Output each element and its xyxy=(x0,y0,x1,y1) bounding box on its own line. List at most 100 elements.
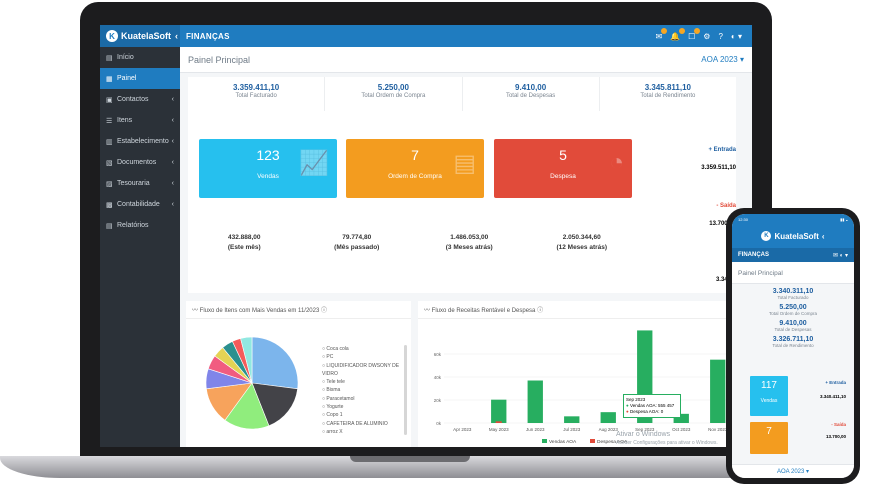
card-value: 7 xyxy=(766,426,772,437)
ledger-icon: ▩ xyxy=(106,201,113,209)
stat-value: 9.410,00 xyxy=(515,83,547,92)
language-flag-icon[interactable]: ◐ ▾ xyxy=(730,31,742,41)
sidebar-item-label: Estabelecimento xyxy=(117,138,169,145)
chevron-icon: ‹ xyxy=(171,96,174,103)
chevron-icon: ‹ xyxy=(171,138,174,145)
sidebar-item-label: Início xyxy=(117,54,134,61)
legend-item[interactable]: Bisma xyxy=(322,386,400,394)
legend-item[interactable]: CAFETEIRA DE ALUMINIO xyxy=(322,420,400,428)
sidebar-item-label: Relatórios xyxy=(117,222,149,229)
messages-icon[interactable]: ✉ xyxy=(655,27,668,41)
sidebar-item-tesouraria[interactable]: ▨ Tesouraria ‹ xyxy=(100,173,180,194)
info-icon[interactable]: ⓘ xyxy=(537,308,544,314)
sidebar-item-label: Documentos xyxy=(117,159,157,166)
legend-item[interactable]: LIQUIDIFICADOR DWSONY DE VIDRO xyxy=(322,362,400,379)
sidebar-item-painel[interactable]: ▦ Painel xyxy=(100,68,180,89)
chevron-icon: ‹ xyxy=(171,117,174,124)
legend-item[interactable]: Tele tele xyxy=(322,378,400,386)
saida-value: 13.700,00 xyxy=(709,221,736,227)
card-label: Vendas xyxy=(760,398,778,404)
legend-item[interactable]: Coca cola xyxy=(322,345,400,353)
bar-title: Fluxo de Receitas Rentável e Despesa xyxy=(431,308,536,314)
card-label: Ordem de Compra xyxy=(388,173,442,180)
folder-icon: ▧ xyxy=(106,159,113,167)
list-icon: ☰ xyxy=(106,117,113,125)
card-value: 123 xyxy=(256,147,280,163)
pie-slice[interactable] xyxy=(251,336,299,390)
phone-card-vendas[interactable]: 117 Vendas xyxy=(750,376,788,416)
legend-item[interactable]: Yogurte xyxy=(322,403,400,411)
bar-vendas[interactable] xyxy=(710,359,726,423)
currency-year-selector[interactable]: AOA 2023 ▾ xyxy=(701,55,744,64)
card-ordem-compra[interactable]: 7 Ordem de Compra ▤ xyxy=(346,139,484,198)
stat-total-despesas: 9.410,00 Total de Despesas xyxy=(463,77,600,111)
phone-stat: 9.410,00 Total de Despesas xyxy=(774,320,812,332)
period-stats: 432.888,00 (Este mês) 79.774,80 (Mês passa… xyxy=(188,233,638,253)
phone-module-bar: FINANÇAS ✉ ◐ ▾ xyxy=(732,248,854,262)
sidebar-item-estabelecimento[interactable]: ▥ Estabelecimento ‹ xyxy=(100,131,180,152)
notifications-icon[interactable]: 🔔 xyxy=(670,27,686,41)
legend-swatch xyxy=(590,439,595,443)
sidebar-item-relatorios[interactable]: ▤ Relatórios xyxy=(100,215,180,236)
sidebar-item-label: Contactos xyxy=(117,96,149,103)
card-vendas[interactable]: 123 Vendas 📈 xyxy=(199,139,337,198)
card-label: Vendas xyxy=(257,173,279,180)
sidebar-item-contabilidade[interactable]: ▩ Contabilidade ‹ xyxy=(100,194,180,215)
phone-stat: 3.340.311,10 Total Facturado xyxy=(772,288,814,300)
legend-scrollbar[interactable] xyxy=(404,345,407,435)
bar-vendas[interactable] xyxy=(564,416,580,423)
building-icon: ▥ xyxy=(106,138,113,146)
legend-item[interactable]: Copo 1 xyxy=(322,411,400,419)
help-icon[interactable]: ? xyxy=(718,31,723,41)
y-tick-label: 0k xyxy=(436,421,442,426)
page-title: Painel Principal xyxy=(188,54,251,65)
phone-currency-selector[interactable]: AOA 2023 ▾ xyxy=(732,464,854,478)
pie-slice[interactable] xyxy=(240,336,253,384)
sidebar-item-itens[interactable]: ☰ Itens ‹ xyxy=(100,110,180,131)
entrada-label: + Entrada xyxy=(708,147,736,153)
laptop-base xyxy=(0,456,860,478)
legend-item[interactable]: PC xyxy=(322,353,400,361)
bank-icon: ▨ xyxy=(106,180,113,188)
brand[interactable]: K KuatelaSoft ‹ xyxy=(100,25,180,47)
bar-vendas[interactable] xyxy=(491,399,507,423)
x-tick-label: Oct 2023 xyxy=(672,427,691,432)
trend-icon: 〰 xyxy=(192,308,200,314)
settings-icon[interactable]: ⚙ xyxy=(703,31,711,41)
tasks-icon[interactable]: ☐ xyxy=(688,27,701,41)
pie-slice[interactable] xyxy=(224,382,270,430)
sidebar: ▤ Início ▦ Painel ▣ Contactos ‹ ☰ Itens ‹ ▥ Est… xyxy=(100,47,180,447)
legend-item[interactable]: Paracetamol xyxy=(322,395,400,403)
chevron-icon: ‹ xyxy=(171,159,174,166)
module-title: FINANÇAS xyxy=(186,31,230,41)
phone-stat: 3.326.711,10 Total de Rendimento xyxy=(772,336,814,348)
period-label: (12 Meses atrás) xyxy=(556,244,608,251)
pie-legend: Coca cola PC LIQUIDIFICADOR DWSONY DE VI… xyxy=(322,345,400,436)
bar-despesa[interactable] xyxy=(495,421,502,423)
sidebar-item-inicio[interactable]: ▤ Início xyxy=(100,47,180,68)
phone-saida-value: 13.700,00 xyxy=(825,434,846,439)
phone-brand[interactable]: K KuatelaSoft ‹ xyxy=(732,224,854,248)
legend-item[interactable]: arroz X xyxy=(322,428,400,436)
phone-brand-name: KuatelaSoft xyxy=(774,231,819,241)
card-value: 5 xyxy=(559,147,567,163)
info-icon[interactable]: ⓘ xyxy=(320,308,327,314)
sidebar-item-contactos[interactable]: ▣ Contactos ‹ xyxy=(100,89,180,110)
signal-icon: ▮▮ ◒ xyxy=(840,216,848,222)
bar-vendas[interactable] xyxy=(673,413,689,423)
stat-total-facturado: 3.359.411,10 Total Facturado xyxy=(188,77,326,111)
period-value: 79.774,80 xyxy=(342,234,372,241)
phone-icons[interactable]: ✉ ◐ ▾ xyxy=(833,252,848,259)
pie-slice[interactable] xyxy=(251,382,298,427)
sidebar-item-documentos[interactable]: ▧ Documentos ‹ xyxy=(100,152,180,173)
bar-vendas[interactable] xyxy=(527,380,543,424)
phone-card-ordem[interactable]: 7 xyxy=(750,422,788,454)
stat-label: Total Ordem de Compra xyxy=(361,93,426,99)
laptop-screen: K KuatelaSoft ‹ FINANÇAS ✉ 🔔 ☐ ⚙ ? ◐ ▾ ▤… xyxy=(100,25,752,447)
collapse-sidebar-icon[interactable]: ‹ xyxy=(175,31,179,41)
sidebar-item-label: Painel xyxy=(117,75,137,82)
x-tick-label: Sep 2023 xyxy=(635,427,655,432)
bar-vendas[interactable] xyxy=(600,412,616,423)
pie-panel-title: 〰 Fluxo de Itens com Mais Vendas em 11/2… xyxy=(186,301,411,319)
card-despesa[interactable]: 5 Despesa ◔ xyxy=(494,139,632,198)
